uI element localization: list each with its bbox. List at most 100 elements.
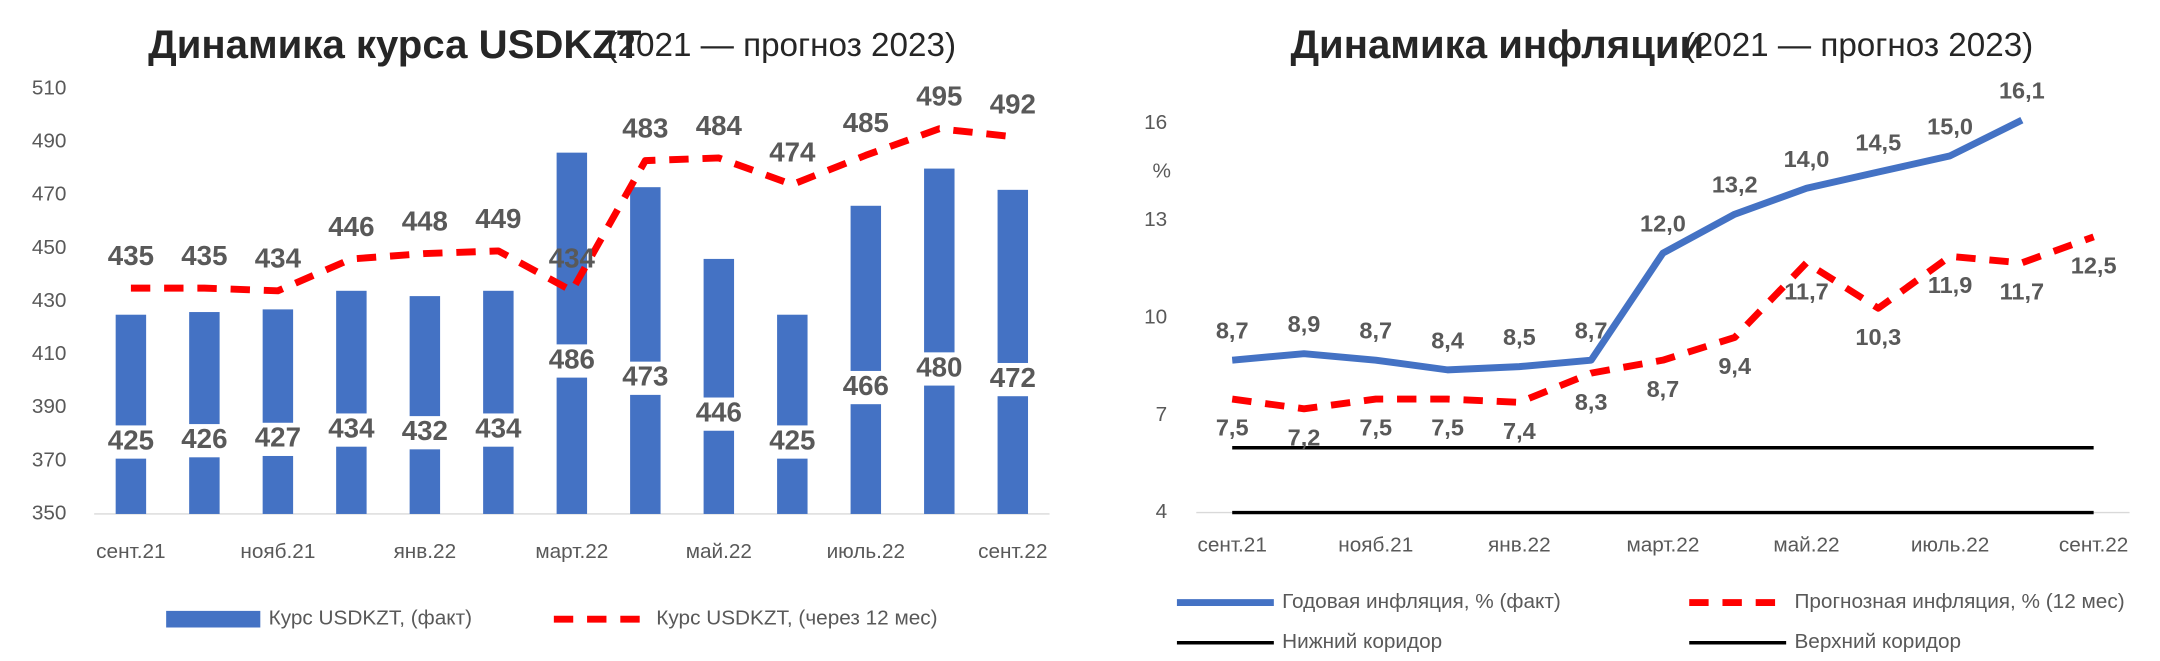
x-tick-label: май.22 — [686, 540, 752, 563]
label-bg — [176, 424, 233, 458]
x-tick-label: нояб.21 — [1338, 533, 1413, 556]
data-label: 449 — [475, 203, 521, 234]
legend-label: Курс USDKZT, (факт) — [269, 607, 472, 630]
data-label: 434 — [255, 243, 302, 274]
bar — [262, 309, 294, 514]
line — [1231, 233, 2095, 413]
x-tick-label: июль.22 — [1911, 533, 1989, 556]
label-bg — [911, 352, 967, 386]
line — [130, 125, 1014, 295]
legend-label: Курс USDKZT, (через 12 мес) — [656, 607, 937, 630]
x-tick-label: янв.22 — [1488, 533, 1551, 556]
y-tick-label: 390 — [32, 395, 67, 418]
chart-subtitle: (2021 — прогноз 2023) — [606, 27, 956, 64]
data-label: 7,4 — [1503, 418, 1536, 444]
data-label: 432 — [402, 415, 448, 446]
label-bg — [838, 370, 894, 405]
bar — [336, 290, 367, 514]
x-tick-label: сент.21 — [1197, 533, 1266, 556]
data-label: 435 — [181, 240, 227, 271]
data-label: 434 — [475, 412, 522, 443]
x-tick-label: янв.22 — [394, 540, 457, 563]
y-tick-label: 13 — [1144, 208, 1167, 231]
data-label: 13,2 — [1712, 172, 1758, 198]
data-label: 11,7 — [2000, 279, 2044, 305]
x-tick-label: сент.22 — [978, 540, 1047, 563]
data-label: 7,5 — [1359, 415, 1392, 441]
legend-label: Нижний коридор — [1282, 630, 1442, 653]
bar — [483, 290, 514, 514]
chart-subtitle: (2021 — прогноз 2023) — [1684, 27, 2034, 64]
y-tick-label: 510 — [32, 76, 67, 99]
y-tick-label: 430 — [32, 289, 67, 312]
x-tick-label: нояб.21 — [240, 540, 315, 563]
label-bg — [764, 425, 821, 459]
data-label: 12,5 — [2071, 253, 2117, 279]
legend-label: Прогнозная инфляция, % (12 мес) — [1794, 590, 2124, 613]
bar — [850, 205, 882, 514]
data-label: 495 — [916, 81, 962, 112]
data-label: 8,3 — [1575, 389, 1608, 415]
x-tick-label: сент.22 — [2059, 533, 2128, 556]
label-bg — [250, 422, 306, 456]
x-tick-label: сент.21 — [96, 540, 165, 563]
data-label: 12,0 — [1640, 211, 1686, 237]
y-tick-label: 10 — [1144, 305, 1167, 328]
y-tick-label: 7 — [1156, 403, 1168, 426]
data-label: 7,5 — [1216, 415, 1249, 441]
label-bg — [985, 362, 1041, 397]
data-label: 466 — [843, 370, 889, 401]
data-label: 8,4 — [1431, 327, 1464, 353]
line — [1231, 117, 2024, 374]
y-tick-label: 450 — [32, 236, 67, 259]
data-label: 486 — [549, 343, 595, 374]
y-tick-label: 490 — [32, 130, 67, 153]
bar — [997, 189, 1029, 514]
data-label: 473 — [622, 361, 668, 392]
data-label: 492 — [990, 89, 1036, 120]
chart-title: Динамика инфляции — [1290, 22, 1704, 67]
y-tick-label: 16 — [1144, 111, 1167, 134]
data-label: 427 — [255, 422, 301, 453]
legend-label: Верхний коридор — [1794, 630, 1961, 653]
data-label: 15,0 — [1927, 113, 1973, 139]
label-bg — [103, 425, 159, 459]
bar — [777, 314, 808, 514]
data-label: 8,7 — [1359, 318, 1392, 344]
x-tick-label: май.22 — [1773, 533, 1839, 556]
data-label: 435 — [108, 240, 154, 271]
data-label: 426 — [181, 423, 227, 454]
bar — [115, 314, 147, 514]
data-label: 484 — [696, 110, 743, 141]
data-label: 483 — [622, 112, 668, 143]
label-bg — [691, 397, 747, 431]
label-bg — [323, 413, 380, 447]
bar — [630, 187, 661, 514]
y-axis-label: % — [1152, 159, 1170, 182]
label-bg — [617, 361, 674, 395]
data-label: 425 — [769, 424, 815, 455]
data-label: 448 — [402, 205, 448, 236]
legend-swatch — [166, 610, 261, 628]
data-label: 8,7 — [1647, 376, 1680, 402]
data-label: 485 — [843, 107, 889, 138]
data-label: 8,7 — [1216, 318, 1249, 344]
bar — [189, 312, 220, 514]
data-label: 14,0 — [1784, 146, 1830, 172]
bar — [409, 296, 441, 514]
y-tick-label: 370 — [32, 448, 67, 471]
y-tick-label: 470 — [32, 183, 67, 206]
data-label: 8,9 — [1288, 311, 1321, 337]
data-label: 472 — [990, 362, 1036, 393]
data-label: 434 — [549, 243, 596, 274]
data-label: 7,2 — [1288, 424, 1321, 450]
data-label: 474 — [769, 136, 816, 167]
y-tick-label: 4 — [1156, 500, 1168, 523]
label-bg — [397, 416, 453, 450]
data-label: 9,4 — [1718, 353, 1751, 379]
data-label: 16,1 — [1999, 78, 2045, 104]
data-label: 480 — [916, 351, 962, 382]
data-label: 7,5 — [1431, 415, 1464, 441]
data-label: 11,9 — [1928, 272, 1972, 298]
